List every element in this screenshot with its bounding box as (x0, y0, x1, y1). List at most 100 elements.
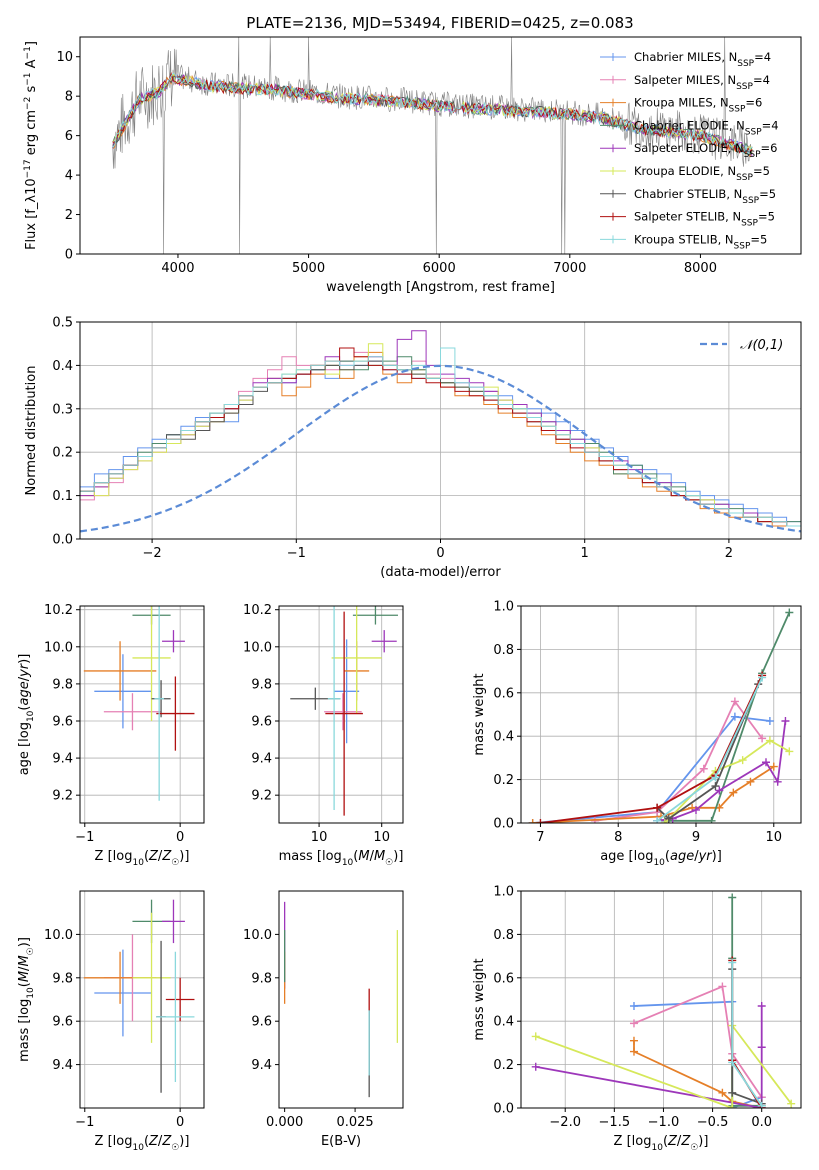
plot-area (283, 901, 399, 1098)
x-tick-label: −1 (75, 1115, 94, 1130)
x-axis-label: age [log10(age/yr)] (600, 849, 722, 868)
residuals-panel: −2 −1 0 1 2 0.0 0.1 0.2 0.3 0.4 0.5 (data-model)/er… (24, 316, 802, 580)
y-axis-label: mass weight (472, 673, 487, 755)
x-tick-label: 4000 (161, 261, 194, 276)
y-tick-label: 9.8 (52, 971, 73, 986)
weight-marker (730, 712, 739, 721)
label-part: (data-model)/error (380, 565, 501, 580)
y-tick-label: 9.6 (251, 714, 272, 729)
weight-marker (728, 1088, 737, 1097)
x-tick-label: 10 (766, 830, 783, 845)
weight-marker (728, 893, 737, 902)
x-tick-label: 0.025 (336, 1115, 373, 1130)
weight-marker (757, 1043, 766, 1052)
chart-title: PLATE=2136, MJD=53494, FIBERID=0425, z=0… (246, 14, 633, 32)
weight-marker (728, 958, 737, 967)
plot-area (112, 37, 753, 254)
y-tick-label: 9.6 (52, 714, 73, 729)
weight-marker (765, 736, 774, 745)
label-part: 10 (26, 987, 36, 999)
label-part: ☉ (26, 947, 36, 955)
plot-area (83, 606, 195, 801)
x-tick-label: −2.0 (549, 1115, 581, 1130)
label-part: =4 (754, 50, 771, 64)
y-tick-label: 0.6 (493, 971, 514, 986)
label-part: ] (398, 849, 403, 864)
weight-marker (711, 773, 720, 782)
y-tick-label: 0.2 (493, 1058, 514, 1073)
weight-marker (699, 764, 708, 773)
label-part: ☉ (385, 858, 393, 868)
weight-marker (531, 1062, 540, 1071)
label-part: mass [ (279, 849, 322, 864)
weight-marker (785, 608, 794, 617)
x-tick-label: 7 (536, 830, 544, 845)
label-part: age (17, 681, 32, 705)
plot-area (83, 899, 195, 1093)
x-tick-label: −2 (143, 546, 162, 561)
weight-marker (785, 747, 794, 756)
label-part: 10 (132, 858, 144, 868)
y-tick-label: 1.0 (493, 600, 514, 615)
weight-marker (757, 1002, 766, 1011)
label-part: =5 (759, 187, 776, 201)
y-tick-label: 10.0 (44, 640, 73, 655)
label-part: =5 (758, 210, 775, 224)
z-mass-panel: −1 09.49.69.810.0Z [log10(Z/Z☉)]mass [log… (17, 890, 205, 1153)
x-tick-label: 8000 (684, 261, 717, 276)
weight-marker (765, 717, 774, 726)
weight-marker (711, 782, 720, 791)
weight-marker (718, 982, 727, 991)
x-tick-label: 0.000 (266, 1115, 303, 1130)
weight-marker (729, 788, 738, 797)
label-part: ( (663, 1134, 668, 1149)
histogram-series (80, 343, 801, 527)
weight-line (633, 1000, 763, 1108)
label-part: / (677, 1134, 682, 1149)
label-part: Flux [f_λ10 (24, 178, 39, 250)
x-tick-label: 6000 (423, 261, 456, 276)
weight-marker (738, 756, 747, 765)
errorbar-point (162, 899, 185, 944)
histogram-series (80, 347, 801, 527)
label-part: SSP (734, 241, 751, 251)
label-part: Z (148, 849, 159, 864)
y-tick-label: 9.4 (52, 752, 73, 767)
x-tick-label: 0 (176, 830, 184, 845)
weight-line (532, 715, 771, 823)
label-part: −1 (23, 72, 33, 85)
x-tick-label: 0.0 (751, 1115, 772, 1130)
y-tick-label: 9.4 (251, 752, 272, 767)
plot-area (528, 608, 794, 823)
label-part: SSP (729, 105, 746, 115)
label-part: ] (717, 849, 722, 864)
x-axis-label: Z [log10(Z/Z☉)] (95, 849, 190, 868)
label-part: / (694, 849, 699, 864)
x-tick-label: 9 (692, 830, 700, 845)
label-part: Normed distribution (24, 366, 39, 496)
x-tick-label: 8 (614, 830, 622, 845)
weight-marker (531, 1032, 540, 1041)
plot-area (531, 893, 796, 1108)
weight-marker (715, 786, 724, 795)
legend-entry: Kroupa STELIB, NSSP=5 (634, 232, 767, 251)
y-tick-label: 0.0 (493, 1102, 514, 1117)
weight-marker (653, 816, 662, 823)
weight-marker (664, 814, 673, 823)
x-tick-label: −1.0 (648, 1115, 680, 1130)
label-part: ) (17, 659, 32, 664)
histogram-series (80, 347, 801, 527)
legend-entry: Kroupa ELODIE, NSSP=5 (634, 164, 770, 183)
y-tick-label: 0.6 (493, 686, 514, 701)
y-tick-label: 9.8 (52, 677, 73, 692)
x-tick-label: 2 (725, 546, 733, 561)
label-part: Salpeter STELIB, N (634, 210, 741, 224)
label-part: log (634, 849, 654, 864)
label-part: SSP (736, 173, 753, 183)
label-part: SSP (745, 127, 762, 137)
label-part: Z [ (95, 849, 113, 864)
errorbar-point (156, 951, 195, 1082)
label-part: log (113, 849, 133, 864)
